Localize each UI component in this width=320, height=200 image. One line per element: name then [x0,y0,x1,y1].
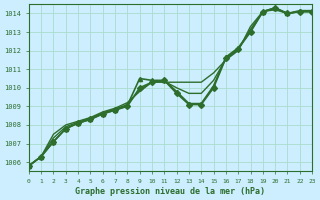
X-axis label: Graphe pression niveau de la mer (hPa): Graphe pression niveau de la mer (hPa) [76,187,266,196]
